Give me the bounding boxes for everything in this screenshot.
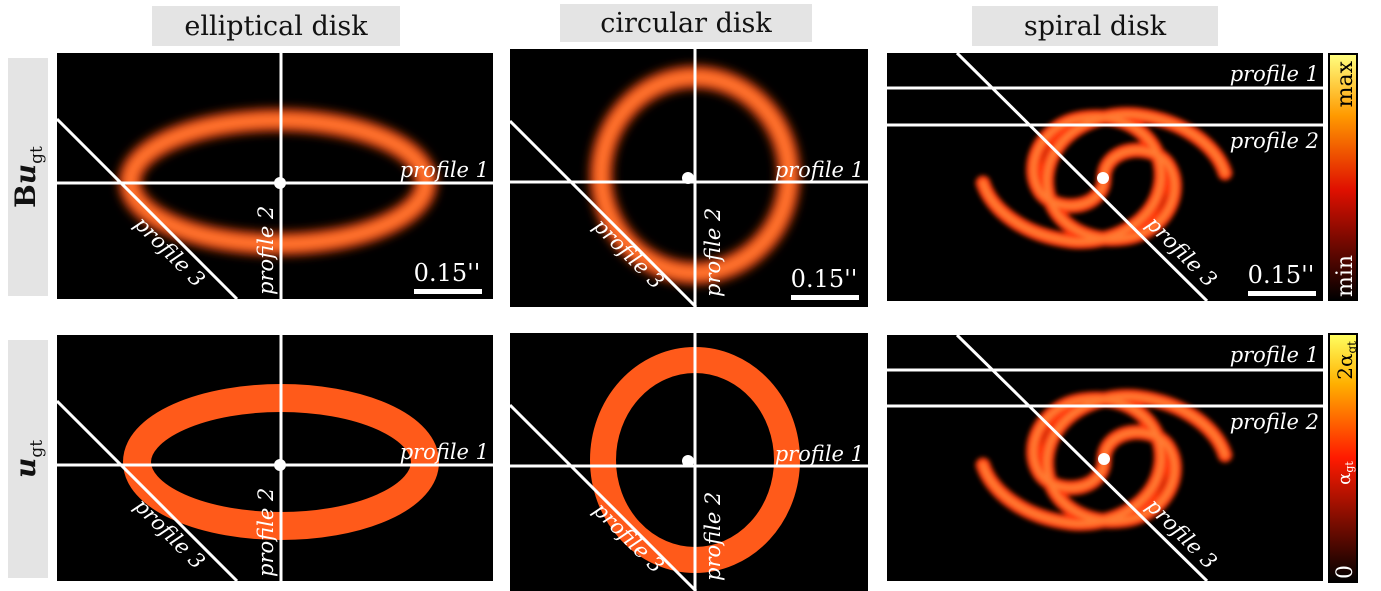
scalebar-label: 0.15'' xyxy=(791,265,858,293)
profile-1-label: profile 1 xyxy=(1230,343,1319,367)
colorbar-bottom: 2αgt αgt 0 xyxy=(1328,333,1358,583)
center-dot xyxy=(274,459,286,471)
center-dot xyxy=(1097,172,1109,184)
row-label-ground-truth: ugt xyxy=(8,340,48,578)
profile-1-label: profile 1 xyxy=(400,158,489,182)
profile-3-line xyxy=(955,53,1209,301)
center-dot xyxy=(274,177,286,189)
panel-elliptical-convolved: profile 1 profile 2 profile 3 0.15'' xyxy=(57,53,493,299)
profile-1-label: profile 1 xyxy=(775,442,864,466)
scalebar xyxy=(414,289,482,294)
profile-2-label: profile 2 xyxy=(1230,129,1319,153)
header-circular-disk: circular disk xyxy=(560,4,812,42)
profile-2-label: profile 2 xyxy=(254,488,278,577)
scalebar-label: 0.15'' xyxy=(414,259,481,287)
colorbar-max-label: 2αgt xyxy=(1333,341,1358,380)
profile-3-line xyxy=(57,399,239,581)
row-label-convolved: Bugt xyxy=(8,58,48,296)
panel-circular-ground-truth: profile 1 profile 2 profile 3 xyxy=(510,333,868,591)
center-dot xyxy=(682,455,694,467)
spiral-arms xyxy=(975,107,1233,249)
panel-elliptical-ground-truth: profile 1 profile 2 profile 3 xyxy=(57,335,493,581)
scalebar xyxy=(791,295,859,300)
spiral-arms xyxy=(975,389,1233,531)
colorbar-min-label: min xyxy=(1333,255,1358,297)
profile-3-line xyxy=(510,119,698,307)
colorbar-min-label: 0 xyxy=(1333,565,1358,579)
header-elliptical-disk: elliptical disk xyxy=(152,6,400,46)
panel-circular-convolved: profile 1 profile 2 profile 3 0.15'' xyxy=(510,49,868,307)
profile-2-label: profile 2 xyxy=(1230,410,1319,434)
profile-3-line xyxy=(510,403,698,591)
center-dot xyxy=(1098,453,1110,465)
center-dot xyxy=(682,172,694,184)
panel-spiral-convolved: profile 1 profile 2 profile 3 0.15'' xyxy=(887,53,1323,301)
panel-spiral-ground-truth: profile 1 profile 2 profile 3 xyxy=(887,335,1323,581)
profile-1-label: profile 1 xyxy=(775,158,864,182)
scalebar xyxy=(1248,291,1316,296)
profile-1-label: profile 1 xyxy=(400,440,489,464)
header-spiral-disk: spiral disk xyxy=(972,6,1218,46)
colorbar-top: max min xyxy=(1328,53,1358,301)
profile-1-label: profile 1 xyxy=(1230,62,1319,86)
colorbar-mid-label: αgt xyxy=(1334,461,1356,485)
profile-3-line xyxy=(955,335,1209,581)
profile-3-line xyxy=(57,117,239,299)
profile-2-label: profile 2 xyxy=(701,208,725,297)
profile-2-label: profile 2 xyxy=(701,492,725,581)
profile-2-label: profile 2 xyxy=(254,206,278,295)
scalebar-label: 0.15'' xyxy=(1248,261,1315,289)
colorbar-max-label: max xyxy=(1333,60,1358,107)
